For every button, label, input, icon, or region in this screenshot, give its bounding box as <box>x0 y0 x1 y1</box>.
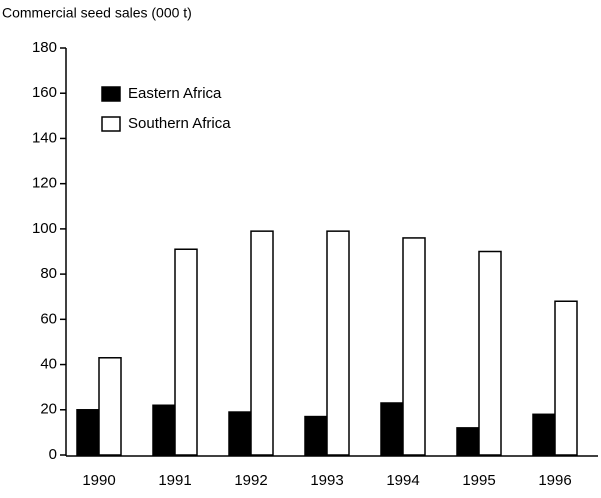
legend-label: Eastern Africa <box>128 85 222 102</box>
y-axis-label: Commercial seed sales (000 t) <box>2 5 192 21</box>
y-tick-label: 140 <box>32 129 57 146</box>
y-tick-label: 20 <box>40 401 57 418</box>
y-tick-label: 40 <box>40 356 57 373</box>
x-tick-label: 1993 <box>310 472 343 489</box>
y-tick-label: 100 <box>32 220 57 237</box>
legend-swatch <box>101 116 121 132</box>
bar <box>76 409 100 456</box>
y-tick-label: 160 <box>32 84 57 101</box>
legend-label: Southern Africa <box>128 115 231 132</box>
bar <box>456 427 480 456</box>
bar <box>326 230 350 456</box>
bar <box>532 413 556 456</box>
bar <box>174 248 198 456</box>
x-tick-label: 1992 <box>234 472 267 489</box>
x-tick-label: 1991 <box>158 472 191 489</box>
y-tick-label: 120 <box>32 175 57 192</box>
bar <box>250 230 274 456</box>
bar <box>402 237 426 456</box>
bar <box>228 411 252 456</box>
bar <box>98 357 122 456</box>
x-tick-label: 1990 <box>82 472 115 489</box>
legend-swatch <box>101 86 121 102</box>
x-tick-label: 1994 <box>386 472 419 489</box>
y-tick-label: 80 <box>40 265 57 282</box>
bar <box>478 250 502 456</box>
bar <box>304 415 328 456</box>
bar <box>152 404 176 456</box>
bar <box>380 402 404 456</box>
x-tick-label: 1996 <box>538 472 571 489</box>
y-tick-label: 60 <box>40 310 57 327</box>
bar <box>554 300 578 456</box>
y-tick-label: 180 <box>32 39 57 56</box>
x-tick-label: 1995 <box>462 472 495 489</box>
y-tick-label: 0 <box>49 446 57 463</box>
